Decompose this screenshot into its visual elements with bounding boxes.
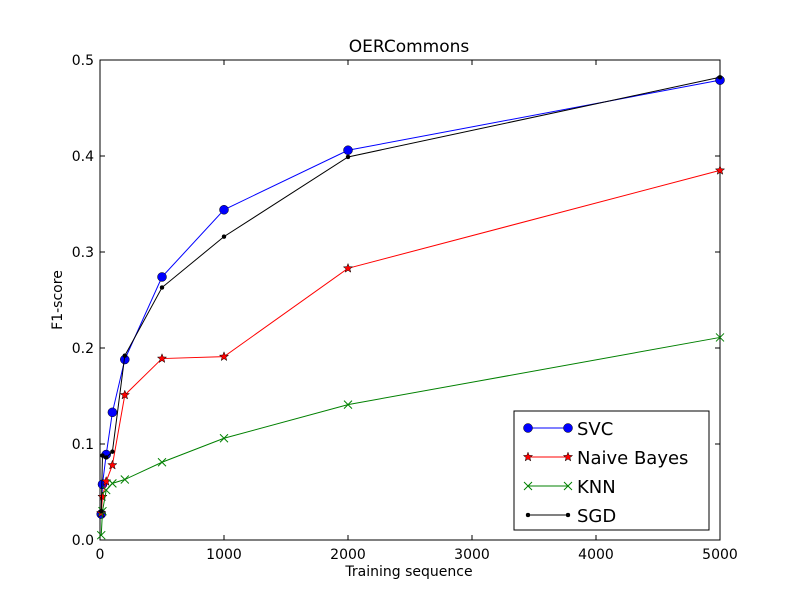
legend-marker-sgd <box>565 512 571 518</box>
data-point-sgd <box>717 75 723 80</box>
legend-marker-knn <box>523 481 533 491</box>
data-point-svc <box>219 205 229 215</box>
x-tick-label: 0 <box>96 547 105 563</box>
y-tick-label: 0.5 <box>72 53 94 69</box>
legend-label-svc: SVC <box>577 419 613 440</box>
legend-marker-naive-bayes <box>522 451 534 462</box>
data-point-sgd <box>98 508 104 514</box>
legend-label-knn: KNN <box>577 477 616 498</box>
data-point-naive-bayes <box>107 459 118 470</box>
y-tick-label: 0.0 <box>72 533 94 549</box>
legend-label-naive-bayes: Naive Bayes <box>577 448 688 469</box>
data-point-sgd <box>122 353 128 358</box>
legend-marker-knn <box>563 481 573 491</box>
data-point-sgd <box>159 285 165 290</box>
x-tick-label: 3000 <box>454 547 490 563</box>
data-point-knn <box>108 479 117 488</box>
data-point-naive-bayes <box>119 389 131 400</box>
x-tick-label: 2000 <box>330 547 366 563</box>
data-point-naive-bayes <box>97 491 108 502</box>
legend-marker-sgd <box>525 512 531 518</box>
data-point-knn <box>157 457 167 467</box>
x-tick-label: 5000 <box>702 547 738 563</box>
data-point-sgd <box>345 154 351 160</box>
data-point-svc <box>107 407 118 418</box>
data-point-naive-bayes <box>714 164 726 175</box>
legend-marker-svc <box>563 423 573 433</box>
data-point-svc <box>343 145 353 155</box>
data-point-sgd <box>103 455 109 460</box>
legend-box <box>513 410 710 531</box>
chart-title: OERCommons <box>349 37 470 57</box>
data-point-knn <box>343 400 353 409</box>
data-point-knn <box>219 433 229 443</box>
x-tick-label: 4000 <box>578 547 614 563</box>
y-tick-label: 0.3 <box>72 245 94 261</box>
x-tick-label: 1000 <box>206 547 242 563</box>
data-point-sgd <box>100 453 105 458</box>
legend: SVC Naive Bayes KNN SGD <box>513 410 710 531</box>
data-point-svc <box>157 272 167 282</box>
data-point-naive-bayes <box>342 262 354 273</box>
y-axis-label: F1-score <box>50 270 66 330</box>
data-point-naive-bayes <box>218 351 230 362</box>
data-point-sgd <box>221 234 227 239</box>
data-point-knn <box>715 333 725 342</box>
y-tick-label: 0.4 <box>72 149 94 165</box>
x-axis-label: Training sequence <box>344 564 472 580</box>
data-point-knn <box>120 475 130 484</box>
legend-marker-svc <box>523 423 533 433</box>
y-tick-label: 0.2 <box>72 341 94 357</box>
y-tick-label: 0.1 <box>72 437 94 453</box>
data-point-knn <box>96 530 106 540</box>
data-point-sgd <box>110 449 115 454</box>
legend-label-sgd: SGD <box>577 506 616 527</box>
data-point-naive-bayes <box>156 353 168 364</box>
legend-marker-naive-bayes <box>562 451 574 462</box>
